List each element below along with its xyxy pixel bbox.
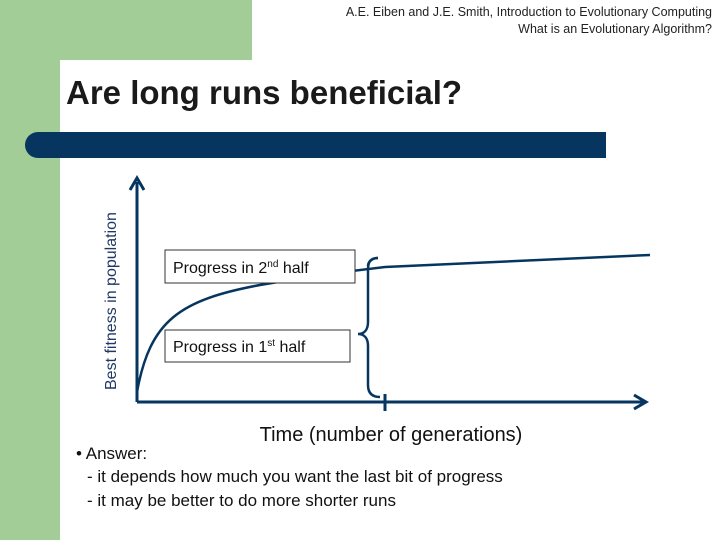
box-sup: st [267,338,275,349]
box-text: half [275,339,306,356]
answer-line: - it may be better to do more shorter ru… [87,491,396,510]
box-label: Progress in 1st half [173,338,306,356]
answer-line: - it depends how much you want the last … [87,467,503,486]
box-label: Progress in 2nd half [173,259,309,277]
title-bar [25,132,606,158]
box-text: Progress in 1 [173,339,267,356]
box-sup: nd [267,259,278,270]
slide-title: Are long runs beneficial? [66,74,462,111]
header-line: What is an Evolutionary Algorithm? [518,22,712,36]
y-axis-label: Best fitness in population [103,212,120,390]
label-box [164,249,356,284]
box-text: Progress in 2 [173,260,267,277]
header-line: A.E. Eiben and J.E. Smith, Introduction … [346,5,712,19]
label-box [164,329,351,363]
box-text: half [278,260,309,277]
green-strip [0,0,60,540]
answer-bullet: • Answer: [76,444,147,463]
x-axis-label: Time (number of generations) [260,424,523,446]
